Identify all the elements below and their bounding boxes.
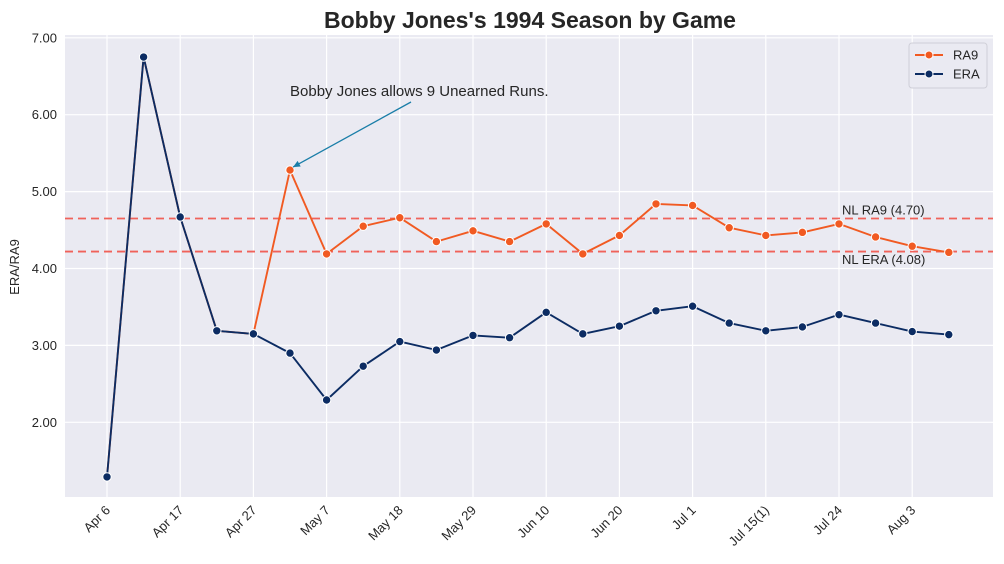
data-point[interactable] [248,329,259,339]
data-point[interactable] [102,472,112,482]
data-point[interactable] [541,307,551,318]
data-point[interactable] [687,301,698,311]
legend-item-era[interactable]: ERA [915,67,980,82]
data-point[interactable] [614,321,625,331]
legend-swatch-marker [924,50,934,60]
x-tick-label: Apr 17 [149,503,187,541]
data-point[interactable] [431,236,442,247]
legend[interactable]: RA9 ERA [908,42,988,89]
data-point[interactable] [212,326,222,336]
x-tick-label: Apr 6 [81,503,114,536]
data-point[interactable] [651,306,661,316]
plot-background [65,35,993,497]
data-point[interactable] [944,329,954,340]
data-point[interactable] [175,212,185,222]
data-point[interactable] [870,318,881,328]
data-point[interactable] [321,395,332,405]
data-point[interactable] [761,230,771,241]
x-tick-label: Jul 24 [810,503,845,538]
legend-item-ra9[interactable]: RA9 [915,48,978,63]
x-tick-label: May 18 [365,503,406,544]
data-point[interactable] [504,236,515,247]
y-tick-label: 3.00 [32,338,57,353]
data-point[interactable] [504,333,515,343]
annotation: Bobby Jones allows 9 Unearned Runs. [290,83,549,168]
chart-title: Bobby Jones's 1994 Season by Game [324,7,736,33]
data-point[interactable] [797,322,808,332]
x-tick-label: Jul 1 [669,503,699,533]
data-point[interactable] [395,213,405,223]
annotation-arrow [292,101,412,168]
legend-label: ERA [953,67,980,82]
data-point[interactable] [870,232,881,242]
data-point[interactable] [761,326,771,336]
annotation-text: Bobby Jones allows 9 Unearned Runs. [290,83,549,100]
y-tick-label: 4.00 [32,261,57,276]
data-point[interactable] [724,223,734,233]
data-point[interactable] [285,348,295,358]
data-point[interactable] [834,309,844,320]
data-point[interactable] [724,318,734,328]
y-tick-label: 5.00 [32,184,57,199]
data-point[interactable] [138,52,149,62]
data-point[interactable] [431,345,442,355]
x-tick-label: May 29 [438,503,479,544]
data-point[interactable] [907,326,917,337]
legend-label: RA9 [953,48,978,63]
annotation-arrowhead [293,160,301,168]
data-point[interactable] [578,329,588,339]
data-point[interactable] [651,199,661,209]
series-line [106,56,949,477]
data-point[interactable] [687,200,698,211]
data-point[interactable] [614,230,625,241]
y-tick-label: 7.00 [32,30,57,45]
legend-swatch-marker [924,69,934,79]
y-tick-label: 2.00 [32,415,57,430]
data-point[interactable] [358,221,368,231]
x-tick-label: May 7 [297,503,333,539]
data-point[interactable] [321,249,332,259]
data-point[interactable] [358,361,368,371]
reference-line-label: NL ERA (4.08) [842,252,925,267]
data-point[interactable] [944,247,954,258]
data-point[interactable] [541,219,551,229]
x-tick-label: Jun 20 [587,503,625,541]
reference-lines: NL RA9 (4.70) NL ERA (4.08) [65,203,993,267]
reference-line-label: NL RA9 (4.70) [842,203,925,218]
y-tick-label: 6.00 [32,107,57,122]
x-tick-label: Aug 3 [884,503,919,538]
data-point[interactable] [797,227,808,238]
data-point[interactable] [395,336,405,347]
y-axis-label: ERA/RA9 [7,239,22,295]
data-point[interactable] [468,226,478,236]
data-point[interactable] [907,241,917,251]
data-point[interactable] [285,165,295,175]
grid [65,35,993,497]
x-tick-label: Jul 15(1) [726,503,772,549]
data-point[interactable] [578,249,588,259]
data-point[interactable] [834,219,844,229]
x-tick-label: Jun 10 [514,503,552,541]
series [102,52,954,482]
data-point[interactable] [468,330,478,341]
series-era [102,52,954,482]
x-tick-label: Apr 27 [222,503,260,541]
